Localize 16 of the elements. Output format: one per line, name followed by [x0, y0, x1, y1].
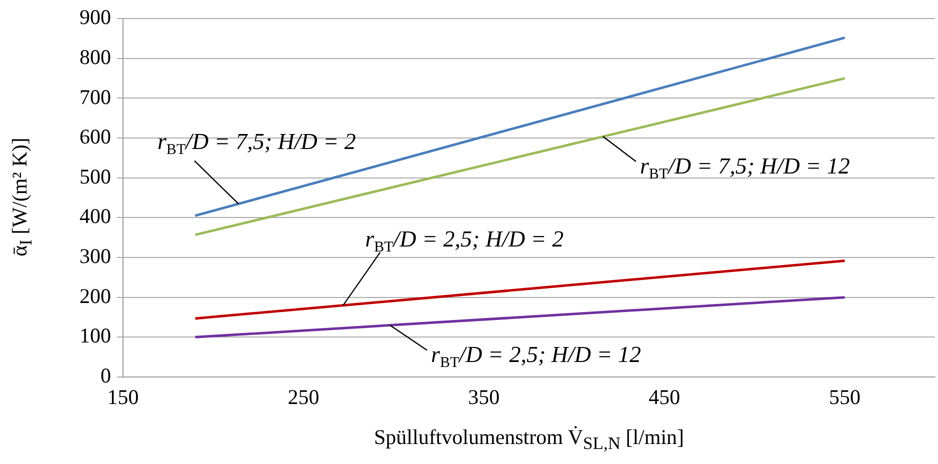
- y-tick-label: 200: [80, 284, 111, 308]
- x-tick-label: 350: [468, 385, 500, 410]
- y-tick-label: 800: [80, 44, 111, 69]
- x-tick-label: 250: [288, 385, 320, 410]
- x-axis-title: Spülluftvolumenstrom V̇$_{SL,N}$ [l/min]: [372, 425, 686, 454]
- y-tick-label: 500: [80, 164, 111, 188]
- x-tick-label: 450: [648, 385, 680, 410]
- x-tick-label: 150: [107, 385, 139, 410]
- y-tick-label: 900: [80, 5, 111, 30]
- y-tick-label: 700: [80, 84, 111, 109]
- x-tick-label: 550: [829, 385, 861, 410]
- y-tick-label: 0: [100, 364, 111, 388]
- y-tick-label: 400: [80, 204, 111, 228]
- y-tick-label: 600: [80, 124, 111, 149]
- y-tick-label: 300: [80, 244, 111, 268]
- y-tick-label: 100: [80, 324, 111, 348]
